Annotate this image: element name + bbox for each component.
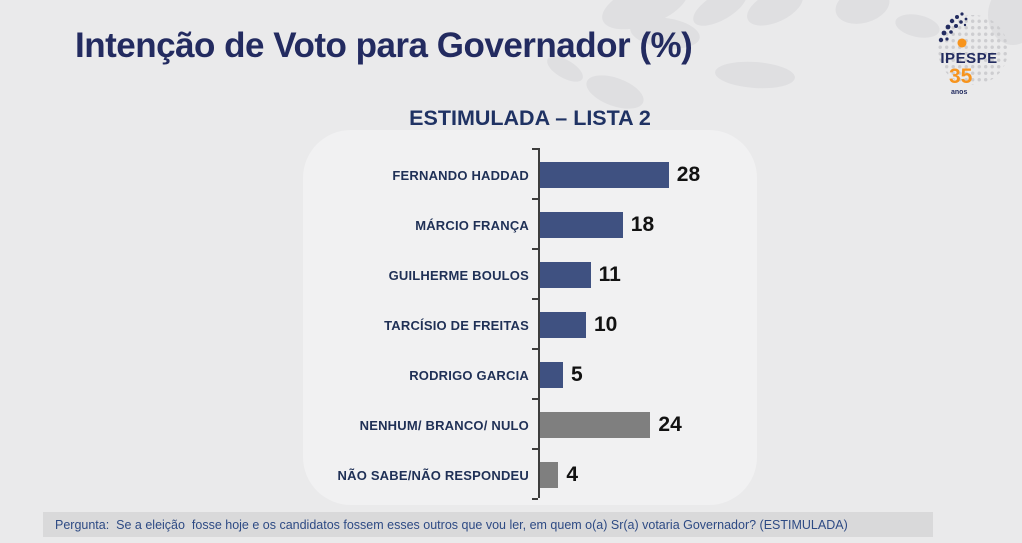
chart-row: TARCÍSIO DE FREITAS 10 [303, 300, 757, 350]
bar [540, 362, 563, 388]
axis-tick [532, 298, 538, 300]
bar [540, 312, 586, 338]
category-label: NENHUM/ BRANCO/ NULO [359, 417, 529, 433]
globe-icon [938, 12, 1008, 85]
axis-tick [532, 498, 538, 500]
value-label: 5 [571, 363, 583, 386]
chart-row: NENHUM/ BRANCO/ NULO 24 [303, 400, 757, 450]
chart-row: FERNANDO HADDAD 28 [303, 150, 757, 200]
bar [540, 212, 623, 238]
axis-tick [532, 348, 538, 350]
logo-name: IPESPE [940, 50, 998, 67]
chart-card: FERNANDO HADDAD 28 MÁRCIO FRANÇA 18 GUILHERM… [303, 130, 757, 505]
leaf-decoration [741, 0, 809, 34]
axis-tick [532, 248, 538, 250]
category-label: RODRIGO GARCIA [409, 367, 529, 383]
axis-tick [532, 448, 538, 450]
chart-plot: FERNANDO HADDAD 28 MÁRCIO FRANÇA 18 GUILHERM… [303, 148, 757, 500]
category-label: FERNANDO HADDAD [392, 167, 529, 183]
logo-years: 35 [949, 65, 973, 88]
category-label: NÃO SABE/NÃO RESPONDEU [337, 467, 529, 483]
category-label: GUILHERME BOULOS [388, 267, 529, 283]
value-label: 18 [630, 213, 655, 236]
question-text: Pergunta: Se a eleição fosse hoje e os c… [55, 517, 848, 532]
page-title: Intenção de Voto para Governador (%) [75, 26, 693, 65]
logo-anos: anos [951, 89, 968, 96]
category-label: TARCÍSIO DE FREITAS [384, 317, 529, 333]
axis-tick [532, 148, 538, 150]
value-label: 10 [594, 313, 618, 336]
chart-row: NÃO SABE/NÃO RESPONDEU 4 [303, 450, 757, 500]
question-bar: Pergunta: Se a eleição fosse hoje e os c… [43, 512, 933, 537]
leaf-decoration [714, 59, 796, 91]
category-label: MÁRCIO FRANÇA [415, 217, 529, 233]
chart-rows: FERNANDO HADDAD 28 MÁRCIO FRANÇA 18 GUILHERM… [303, 150, 757, 500]
bar [540, 412, 651, 438]
value-label: 4 [566, 463, 579, 486]
value-label: 28 [676, 163, 701, 186]
leaf-decoration [687, 0, 753, 34]
chart-row: RODRIGO GARCIA 5 [303, 350, 757, 400]
axis-tick [532, 398, 538, 400]
value-label: 11 [598, 263, 621, 286]
chart-row: GUILHERME BOULOS 11 [303, 250, 757, 300]
chart-subtitle: ESTIMULADA – LISTA 2 [409, 106, 651, 130]
ipespe-logo: IPESPE 35 anos [925, 6, 1015, 104]
leaf-decoration [831, 0, 894, 30]
bar [540, 262, 591, 288]
chart-row: MÁRCIO FRANÇA 18 [303, 200, 757, 250]
axis-tick [532, 198, 538, 200]
axis-line [538, 148, 540, 498]
value-label: 24 [658, 413, 682, 436]
bar [540, 162, 669, 188]
bar [540, 462, 559, 488]
